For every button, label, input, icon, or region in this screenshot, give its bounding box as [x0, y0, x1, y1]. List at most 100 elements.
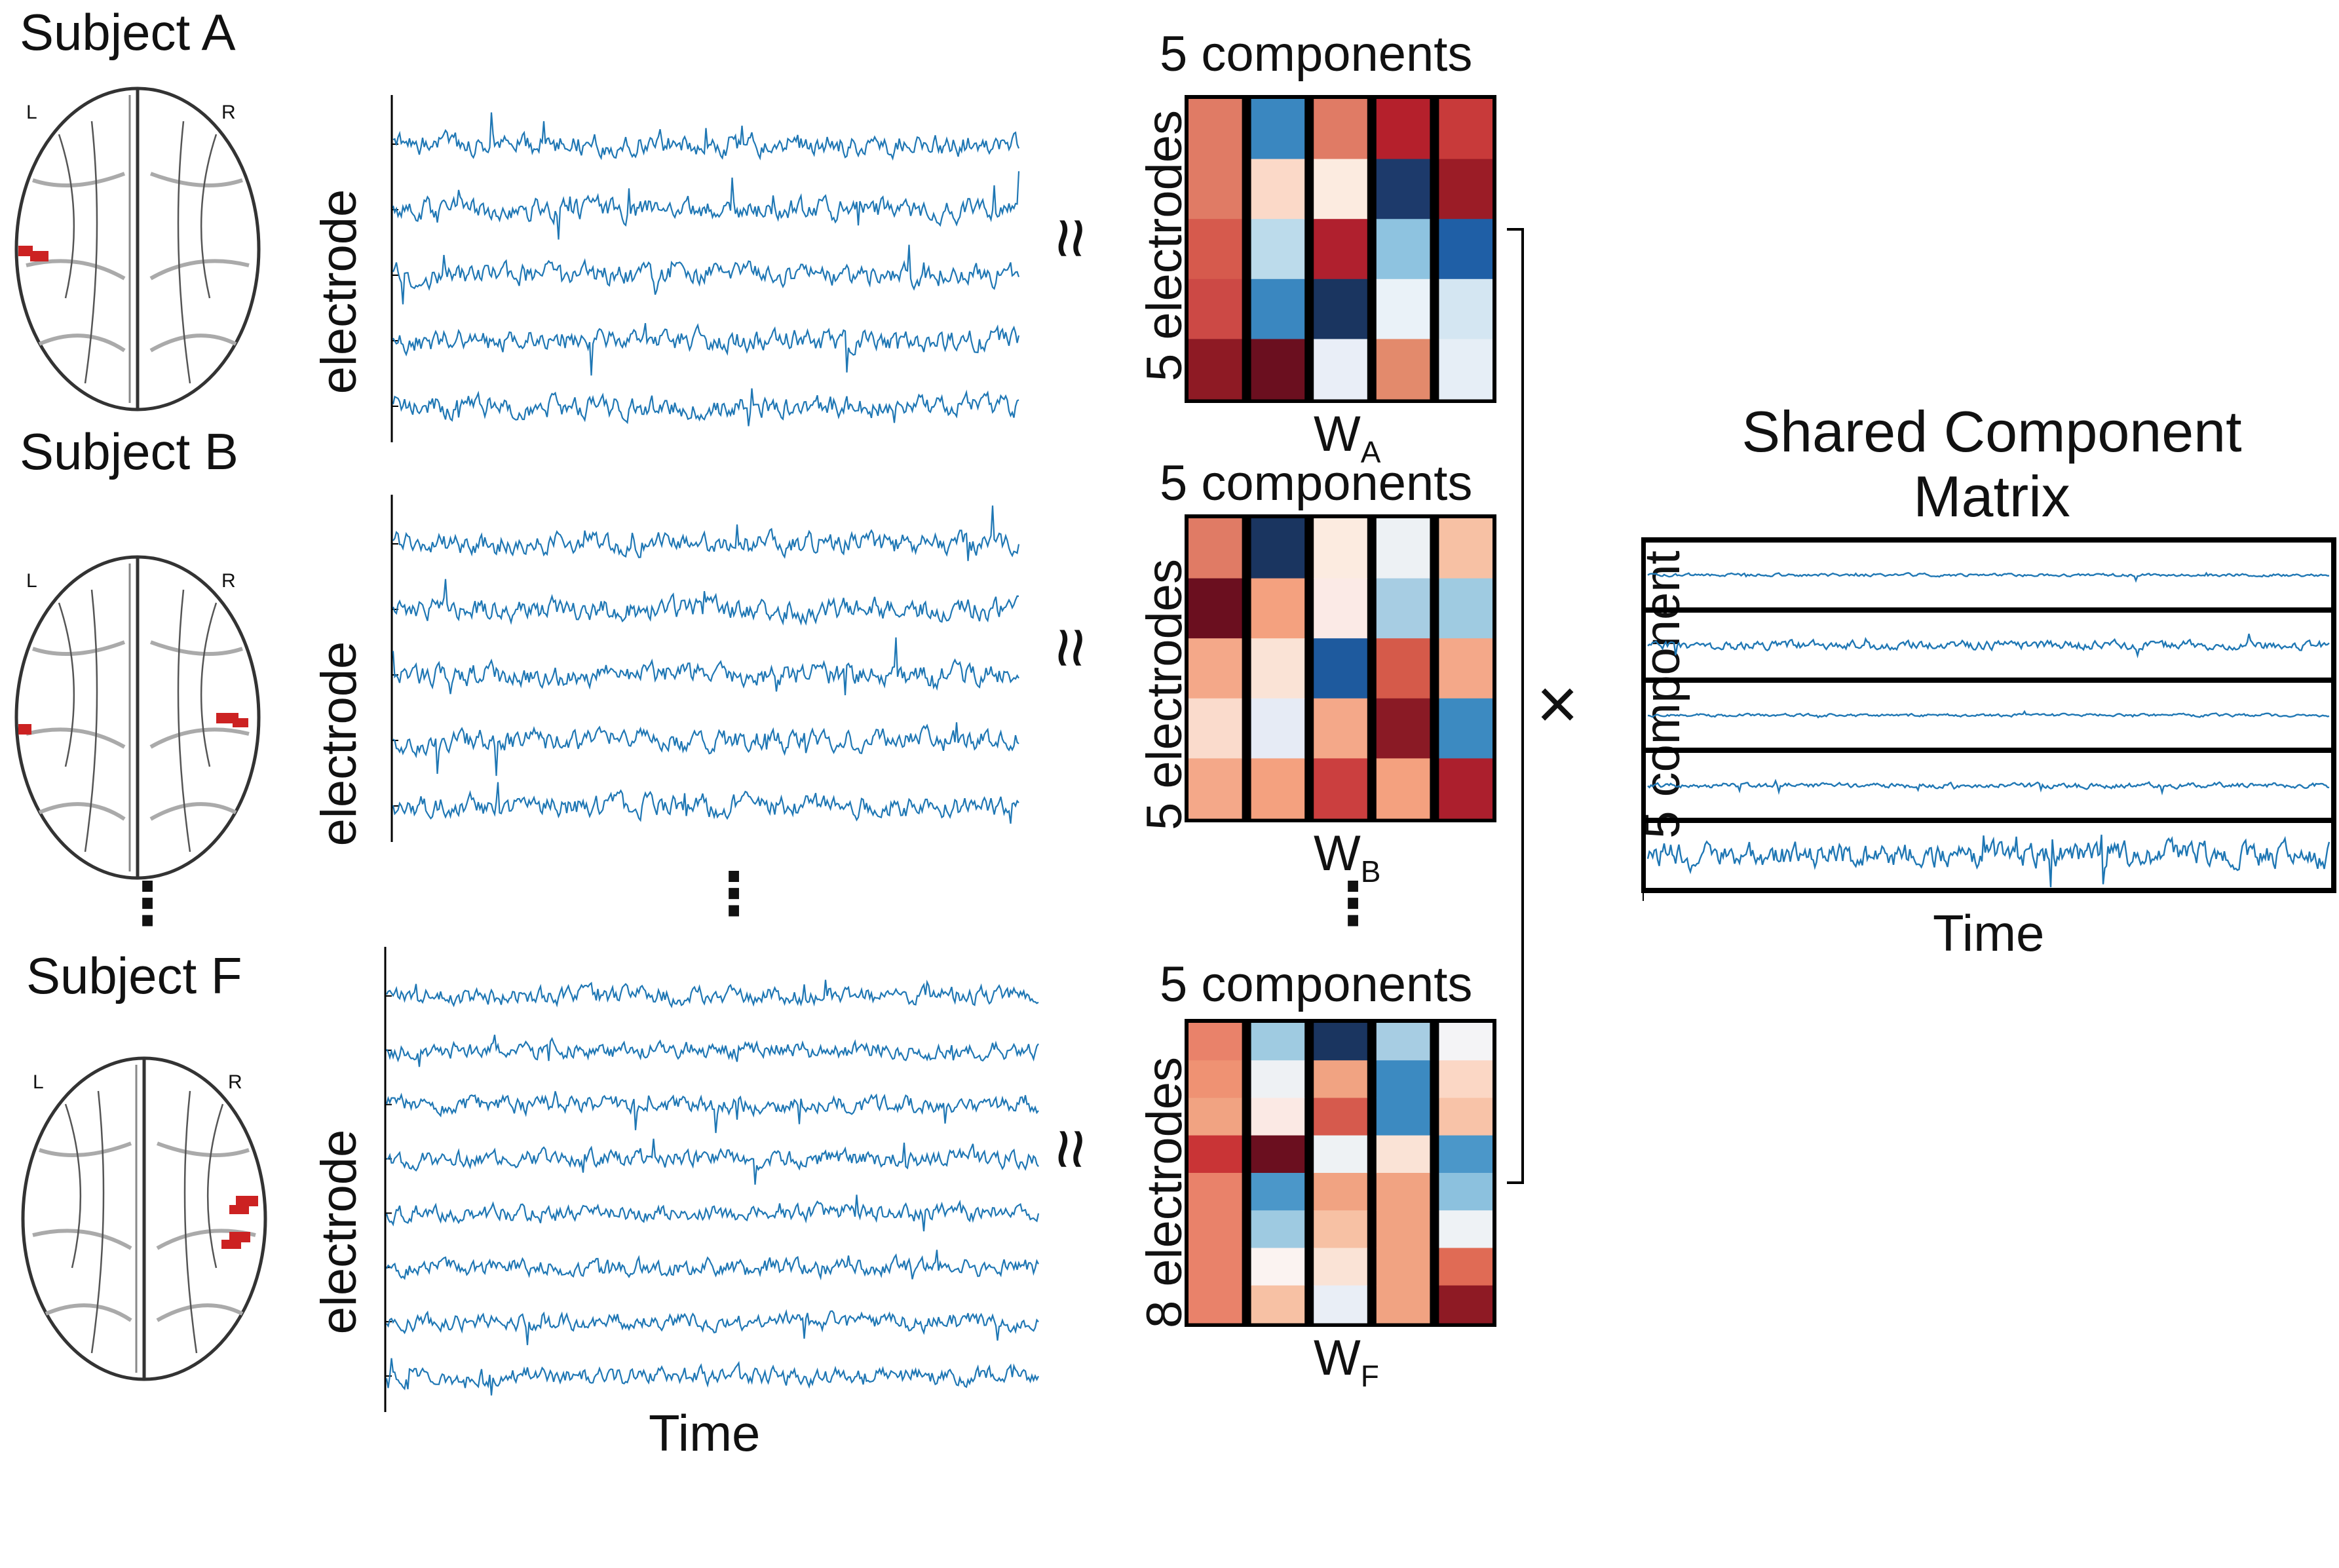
matrix-cell: [1314, 339, 1367, 400]
matrix-cell: [1439, 638, 1493, 699]
matrix-cell: [1251, 1248, 1305, 1286]
brain-map-f: L R: [13, 1052, 275, 1386]
component-trace: [1647, 710, 2330, 719]
matrix-cell: [1251, 758, 1305, 819]
electrode-marker: [236, 1196, 258, 1206]
matrix-cell: [1376, 1023, 1430, 1061]
weight-matrix-b: [1185, 514, 1496, 822]
matrix-cell: [1189, 1098, 1242, 1136]
electrode-marker: [18, 724, 31, 735]
matrix-cell: [1439, 278, 1493, 339]
matrix-cell: [1314, 159, 1367, 220]
matrix-cell: [1189, 578, 1242, 639]
matrix-cell: [1376, 1135, 1430, 1174]
matrix-cell: [1439, 99, 1493, 160]
matrix-cell: [1251, 1060, 1305, 1098]
matrix-cell: [1251, 518, 1305, 579]
brain-icon: [14, 86, 261, 411]
component-row-frame: [1641, 818, 2336, 893]
electrode-marker: [18, 246, 33, 256]
shared-matrix-title: Shared Component Matrix: [1651, 399, 2332, 529]
brain-map-a: L R: [7, 82, 269, 416]
eeg-traces-a: [390, 95, 1020, 442]
matrix-cell: [1376, 1248, 1430, 1286]
matrix-b-name: WB: [1314, 826, 1381, 889]
matrix-cell: [1189, 758, 1242, 819]
bracket: [1507, 228, 1524, 1184]
matrix-cell: [1439, 698, 1493, 759]
matrix-cell: [1439, 758, 1493, 819]
electrode-axis-label-b: electrode: [311, 641, 367, 847]
matrix-cell: [1439, 1248, 1493, 1286]
matrix-cell: [1189, 698, 1242, 759]
matrix-cell: [1314, 219, 1367, 280]
matrix-cell: [1376, 518, 1430, 579]
matrix-cell: [1314, 1023, 1367, 1061]
times-symbol: ×: [1536, 664, 1579, 744]
matrix-cell: [1314, 578, 1367, 639]
matrix-cell: [1314, 1173, 1367, 1211]
matrix-cell: [1376, 578, 1430, 639]
matrix-cell: [1376, 99, 1430, 160]
matrix-cell: [1251, 1173, 1305, 1211]
matrix-cell: [1251, 1023, 1305, 1061]
matrix-cell: [1314, 638, 1367, 699]
component-trace: [1647, 571, 2329, 583]
matrix-cell: [1251, 1135, 1305, 1174]
matrix-cell: [1376, 219, 1430, 280]
subject-f-title: Subject F: [26, 947, 242, 1004]
matrix-cell: [1189, 1248, 1242, 1286]
brain-icon: [14, 555, 261, 880]
matrix-b-top-label: 5 components: [1160, 455, 1473, 511]
matrix-a-name: WA: [1314, 406, 1381, 469]
matrix-f-name: WF: [1314, 1330, 1379, 1393]
matrix-cell: [1314, 1285, 1367, 1324]
eeg-traces-f: [384, 947, 1040, 1412]
matrix-cell: [1439, 1060, 1493, 1098]
matrix-cell: [1314, 1135, 1367, 1174]
matrix-cell: [1189, 1285, 1242, 1324]
matrix-cell: [1376, 1285, 1430, 1324]
matrix-cell: [1251, 1098, 1305, 1136]
component-trace: [1646, 834, 2330, 887]
matrix-cell: [1376, 1098, 1430, 1136]
right-hemisphere-label: R: [221, 102, 236, 123]
matrix-cell: [1251, 638, 1305, 699]
ellipsis-matrices: ⋮: [1323, 871, 1382, 937]
eeg-trace: [386, 979, 1039, 1008]
matrix-cell: [1189, 278, 1242, 339]
matrix-cell: [1314, 1210, 1367, 1248]
matrix-cell: [1439, 518, 1493, 579]
approx-symbol-a: ≈: [1031, 218, 1112, 258]
matrix-cell: [1189, 1023, 1242, 1061]
matrix-cell: [1376, 1060, 1430, 1098]
matrix-cell: [1251, 698, 1305, 759]
shared-title-line2: Matrix: [1913, 463, 2070, 529]
matrix-cell: [1251, 1285, 1305, 1324]
eeg-trace: [392, 579, 1019, 626]
electrode-axis-label-f: electrode: [311, 1129, 367, 1335]
matrix-cell: [1189, 1173, 1242, 1211]
matrix-cell: [1251, 219, 1305, 280]
matrix-cell: [1189, 339, 1242, 400]
matrix-cell: [1314, 278, 1367, 339]
eeg-trace: [386, 1250, 1039, 1281]
eeg-trace: [392, 388, 1019, 427]
eeg-trace: [385, 1091, 1039, 1134]
matrix-cell: [1189, 1060, 1242, 1098]
matrix-cell: [1376, 1173, 1430, 1211]
time-axis-label: Time: [649, 1404, 761, 1462]
matrix-cell: [1314, 698, 1367, 759]
matrix-cell: [1314, 1248, 1367, 1286]
electrode-marker: [229, 1205, 249, 1214]
matrix-cell: [1439, 1098, 1493, 1136]
matrix-cell: [1439, 219, 1493, 280]
weight-matrix-f: [1185, 1019, 1496, 1327]
matrix-cell: [1314, 518, 1367, 579]
matrix-f-top-label: 5 components: [1160, 957, 1473, 1012]
matrix-cell: [1251, 339, 1305, 400]
left-hemisphere-label: L: [26, 570, 37, 592]
left-hemisphere-label: L: [26, 102, 37, 123]
matrix-cell: [1251, 578, 1305, 639]
matrix-cell: [1251, 278, 1305, 339]
